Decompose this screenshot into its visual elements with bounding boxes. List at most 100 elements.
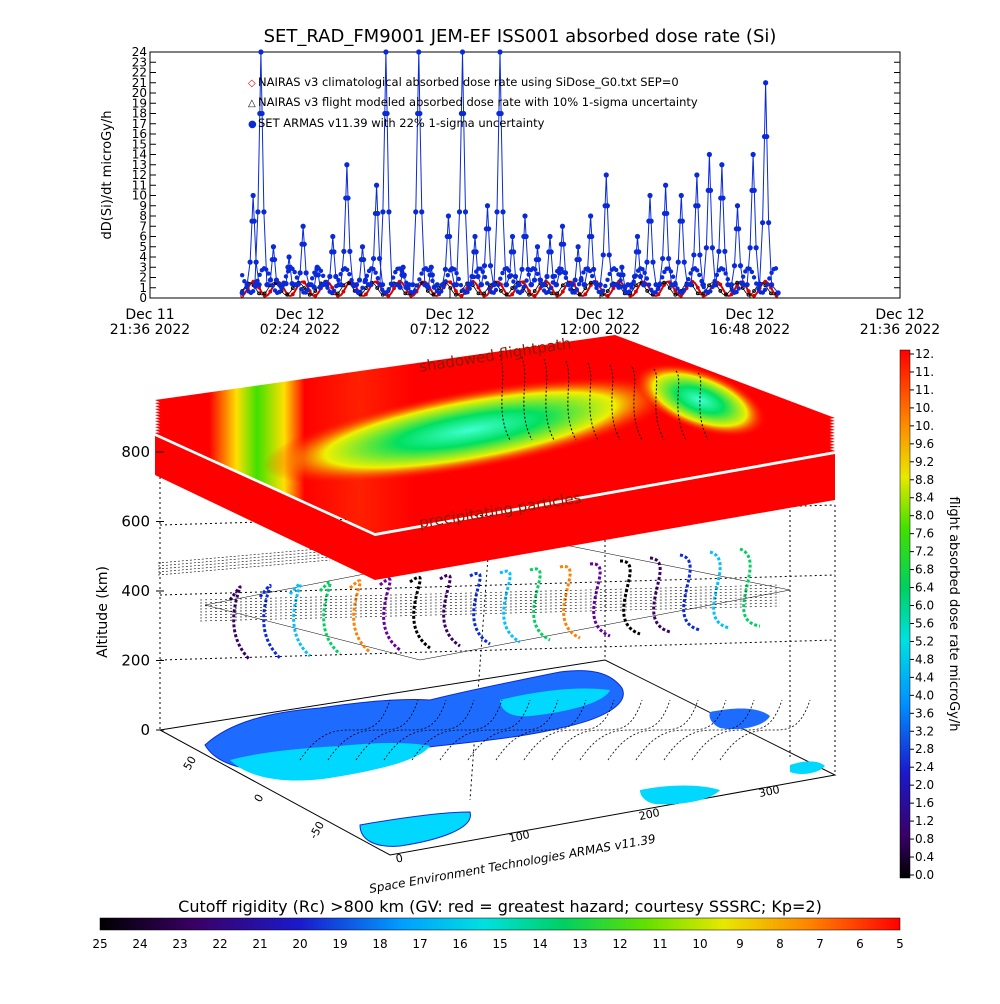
armas-point	[414, 283, 420, 288]
armas-point	[454, 270, 459, 276]
armas-point	[484, 203, 491, 209]
nairas-point	[459, 293, 464, 298]
armas-point	[318, 268, 324, 274]
right-colorbar-tick-label: 6.4	[915, 581, 934, 595]
slab-center-glow	[263, 376, 677, 484]
armas-point	[603, 283, 608, 289]
y-tick-label: 7	[139, 219, 147, 233]
armas-point	[572, 277, 578, 283]
armas-point	[533, 267, 538, 272]
armas-point	[669, 282, 675, 288]
nairas-point	[605, 293, 610, 298]
armas-point	[442, 266, 449, 272]
y-tick-label: 14	[132, 148, 147, 162]
right-colorbar-gradient	[899, 349, 911, 879]
flightpath-curve	[589, 562, 611, 638]
armas-point	[338, 271, 343, 277]
armas-point	[475, 273, 481, 280]
armas-point	[604, 203, 610, 209]
armas-point	[277, 289, 282, 295]
armas-point	[453, 282, 460, 288]
armas-point	[547, 233, 553, 240]
armas-point	[244, 284, 249, 290]
bottom-colorbar-tick-label: 12	[612, 937, 627, 951]
armas-point	[603, 172, 609, 178]
nairas-point	[285, 292, 290, 297]
armas-point	[297, 270, 303, 276]
y-tick-label: 8	[139, 209, 147, 223]
right-colorbar-tick-label: 2.8	[915, 742, 934, 756]
longitude-tick-label: 200	[638, 806, 661, 823]
armas-point	[561, 270, 566, 275]
armas-point	[331, 249, 337, 255]
right-colorbar-tick-label: 1.2	[915, 814, 934, 828]
armas-point	[523, 233, 529, 240]
nairas-point	[532, 289, 537, 293]
armas-point	[281, 280, 286, 285]
flightpath-curve	[409, 575, 431, 650]
nairas-point	[386, 293, 391, 298]
armas-point	[344, 162, 350, 168]
armas-point	[309, 276, 315, 281]
armas-point	[734, 289, 739, 295]
armas-point	[338, 282, 344, 288]
armas-point	[334, 283, 339, 289]
nairas-point	[330, 285, 335, 290]
armas-point	[668, 269, 674, 274]
armas-point	[522, 213, 528, 219]
armas-point	[565, 281, 571, 287]
nairas-point	[307, 292, 312, 297]
armas-point	[333, 273, 339, 280]
armas-point	[684, 283, 689, 288]
armas-point	[710, 284, 715, 290]
armas-point	[569, 282, 575, 288]
right-colorbar-tick-label: 7.6	[915, 527, 934, 541]
nairas-point	[290, 292, 295, 297]
armas-point	[769, 270, 774, 276]
nairas-point	[521, 280, 526, 285]
nairas-point	[335, 291, 340, 296]
armas-point	[513, 285, 518, 290]
armas-point	[264, 267, 269, 272]
armas-point	[605, 277, 610, 283]
slab-right-glow	[633, 363, 767, 437]
x-tick-label-time: 07:12 2022	[410, 322, 490, 338]
armas-point	[397, 284, 403, 290]
armas-point	[487, 286, 492, 292]
right-colorbar-tick-label: 7.2	[915, 545, 934, 559]
right-colorbar-tick-label: 6.8	[915, 563, 934, 577]
armas-point	[544, 273, 550, 280]
nairas-point	[577, 292, 582, 297]
armas-point	[620, 272, 626, 278]
armas-point	[380, 209, 386, 215]
armas-point	[574, 287, 580, 292]
nairas-point	[634, 289, 638, 294]
armas-point	[406, 286, 411, 291]
armas-point	[600, 288, 606, 293]
nairas-point	[290, 286, 295, 290]
armas-point	[637, 273, 644, 280]
armas-point	[359, 244, 366, 250]
armas-point	[386, 209, 392, 215]
y-tick-label: 17	[132, 117, 147, 131]
altitude-ticks: 0 200 400 600 800	[121, 443, 164, 739]
armas-point	[404, 280, 409, 285]
nairas-point	[341, 289, 346, 294]
armas-point	[311, 284, 317, 290]
x-tick-label-day: Dec 12	[725, 307, 774, 323]
armas-point	[686, 276, 691, 282]
armas-point	[616, 272, 621, 277]
x-tick-label-time: 12:00 2022	[560, 322, 640, 338]
armas-point	[261, 209, 267, 215]
armas-point	[276, 282, 283, 288]
x-tick-label-time: 21:36 2022	[860, 322, 940, 338]
armas-point	[756, 286, 761, 292]
armas-point	[256, 282, 262, 288]
nairas-point	[313, 293, 318, 298]
armas-point	[709, 245, 715, 251]
armas-point	[594, 285, 599, 291]
x-tick-label-day: Dec 12	[425, 307, 474, 323]
flightpath-curve	[559, 565, 581, 640]
armas-point	[473, 249, 479, 255]
